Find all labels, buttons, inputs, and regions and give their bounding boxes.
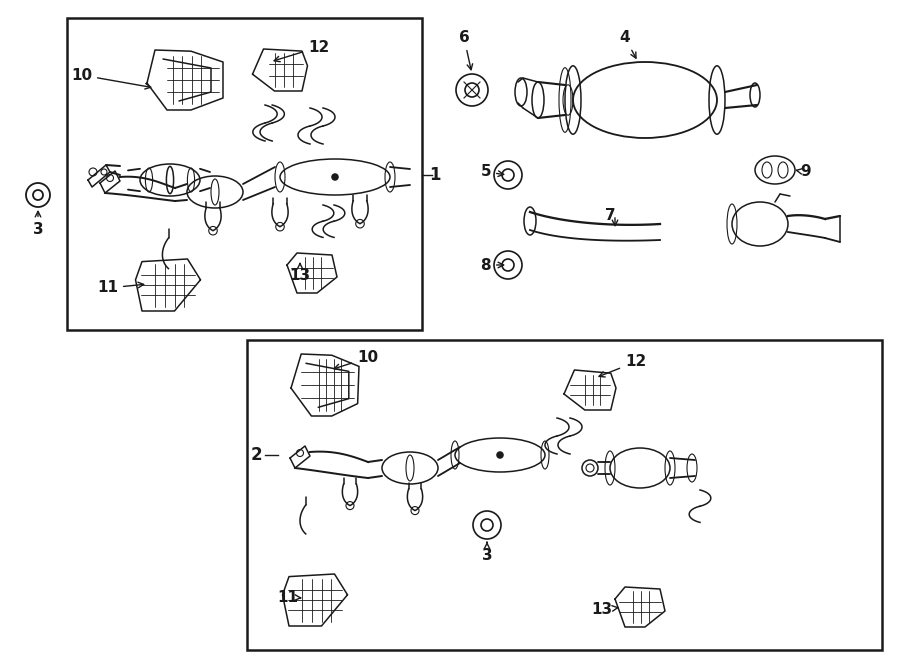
Text: 11: 11 bbox=[277, 590, 301, 605]
Text: 9: 9 bbox=[796, 165, 811, 180]
Text: 5: 5 bbox=[481, 165, 504, 180]
Text: 12: 12 bbox=[599, 354, 646, 377]
Text: 2: 2 bbox=[250, 446, 262, 464]
Circle shape bbox=[332, 174, 338, 180]
Text: 11: 11 bbox=[97, 280, 144, 295]
Text: 10: 10 bbox=[334, 350, 378, 369]
Bar bbox=[67, 18, 422, 330]
Text: 13: 13 bbox=[591, 602, 618, 617]
Text: 10: 10 bbox=[71, 67, 150, 89]
Text: 12: 12 bbox=[274, 40, 329, 61]
Text: 13: 13 bbox=[290, 264, 310, 282]
Text: 8: 8 bbox=[481, 258, 504, 272]
Text: 1: 1 bbox=[429, 166, 441, 184]
Text: 6: 6 bbox=[459, 30, 472, 70]
Text: 3: 3 bbox=[32, 212, 43, 237]
Text: 3: 3 bbox=[482, 543, 492, 563]
Text: 4: 4 bbox=[620, 30, 636, 58]
Text: 7: 7 bbox=[605, 208, 616, 223]
Circle shape bbox=[497, 452, 503, 458]
Bar bbox=[247, 340, 882, 650]
